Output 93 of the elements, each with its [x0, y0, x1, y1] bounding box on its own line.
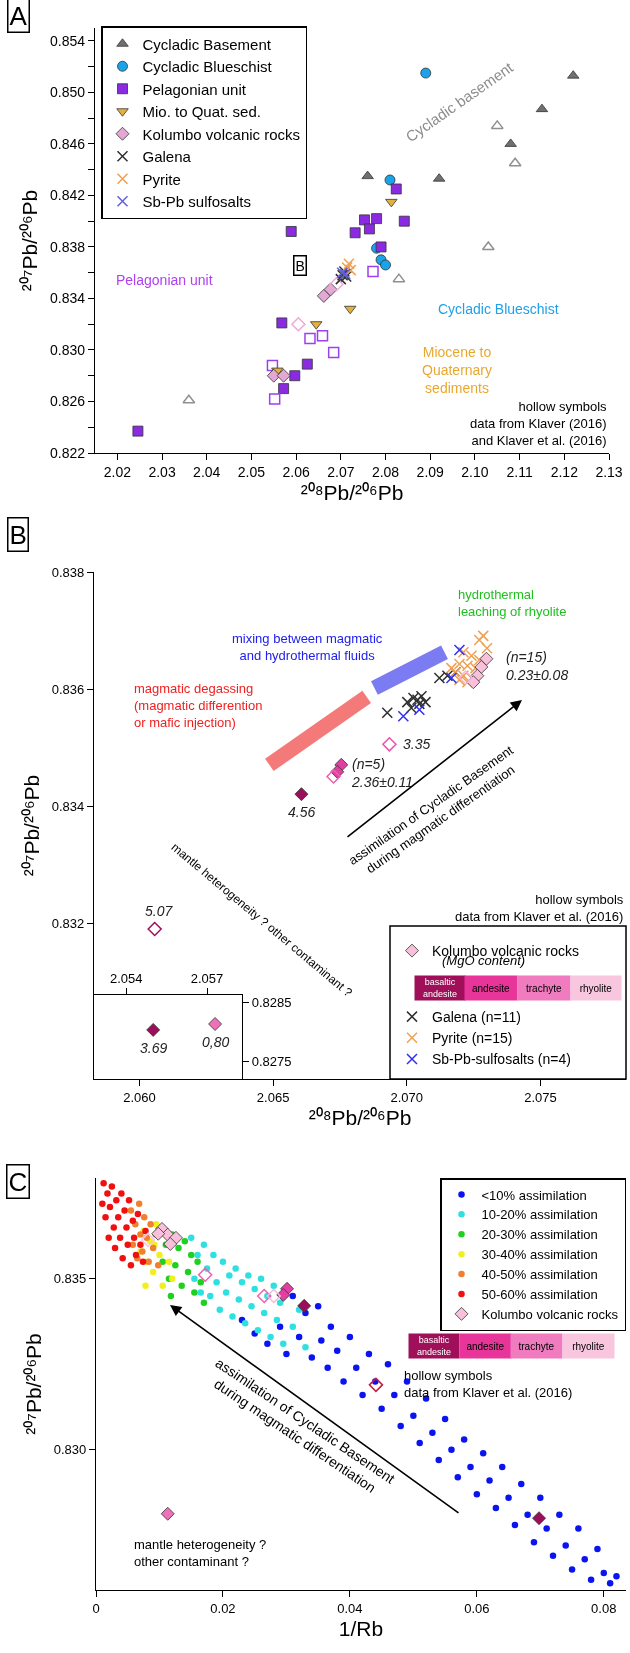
- annotation: 4.56: [288, 804, 316, 820]
- annotation: hollow symbols data from Klaver et al. (2016): [455, 892, 624, 924]
- x-tick-label: 0.06: [464, 1600, 490, 1616]
- y-axis-title: ²⁰⁷Pb/²⁰⁶Pb: [18, 189, 42, 292]
- y-tick-label: 0.850: [50, 84, 86, 101]
- annotation: Pelagonian unit: [116, 272, 213, 288]
- y-tick-label: 0.836: [51, 681, 85, 697]
- text: C: [8, 1166, 28, 1197]
- x-tick-label: 0.02: [210, 1600, 236, 1616]
- x-tick-label: 2.065: [256, 1089, 290, 1105]
- x-tick-label: 2.12: [550, 463, 579, 480]
- legend-label: Mio. to Quat. sed.: [142, 103, 261, 121]
- annotation: basaltic andesite: [416, 1335, 452, 1357]
- annotation: 0,80: [202, 1034, 230, 1050]
- annotation: (n=15) 0.23±0.08: [506, 649, 569, 684]
- x-tick-label: 2.057: [190, 970, 224, 986]
- y-tick-label: 0.854: [50, 32, 86, 49]
- x-tick-label: 2.075: [524, 1089, 557, 1105]
- y-tick-label: 0.8275: [251, 1053, 292, 1069]
- annotation: andesite: [471, 982, 511, 994]
- y-tick-label: 0.834: [51, 799, 85, 814]
- y-tick-label: 0.830: [50, 341, 86, 358]
- y-axis-title: ²⁰⁷Pb/²⁰⁶Pb: [21, 1333, 45, 1435]
- annotation: hollow symbols data from Klaver et al. (2016): [404, 1368, 573, 1400]
- annotation: andesite: [466, 1340, 505, 1352]
- legend-label: Kolumbo volcanic rocks: [142, 125, 301, 143]
- x-tick-label: 2.060: [123, 1089, 156, 1105]
- y-tick-label: 0.842: [50, 187, 86, 204]
- annotation: (n=5) 2.36±0.11: [351, 756, 414, 791]
- x-tick-label: 2.02: [103, 463, 132, 480]
- annotation: trachyte: [518, 1340, 555, 1352]
- annotation: 3.35: [403, 736, 431, 752]
- legend-label: Pelagonian unit: [142, 80, 247, 98]
- y-tick-label: 0.832: [51, 916, 85, 932]
- x-tick-label: 2.09: [416, 463, 445, 480]
- annotation: trachyte: [526, 982, 562, 994]
- annotation: basaltic andesite: [422, 977, 458, 999]
- legend-label: <10% assimilation: [481, 1187, 587, 1203]
- x-tick-label: 2.05: [237, 463, 266, 480]
- text: A: [9, 0, 28, 31]
- x-tick-label: 2.03: [148, 463, 176, 480]
- legend-label: Cycladic Basement: [142, 35, 272, 53]
- annotation: Miocene to Quaternary sediments: [422, 344, 493, 397]
- annotation: 5.07: [145, 903, 174, 919]
- annotation: mantle heterogeneity ? other contaminant ?: [134, 1537, 267, 1569]
- legend-label: Sb-Pb sulfosalts: [142, 193, 251, 211]
- legend-label: 10-20% assimilation: [481, 1207, 598, 1223]
- legend-label: Galena: [142, 148, 192, 166]
- x-tick-label: 2.06: [282, 463, 310, 480]
- x-tick-label: 2.070: [390, 1089, 424, 1105]
- annotation: rhyolite: [572, 1340, 605, 1352]
- annotation: rhyolite: [579, 982, 613, 994]
- x-tick-label: 2.07: [327, 463, 355, 480]
- x-tick-label: 2.054: [110, 970, 143, 986]
- y-tick-label: 0.834: [50, 290, 86, 307]
- x-tick-label: 2.04: [193, 463, 221, 480]
- x-tick-label: 0.08: [591, 1600, 617, 1616]
- y-tick-label: 0.826: [50, 393, 86, 410]
- x-tick-label: 0: [92, 1600, 100, 1616]
- y-tick-label: 0.822: [50, 444, 86, 461]
- annotation: hydrothermal leaching of rhyolite: [458, 587, 567, 619]
- legend-label: 50-60% assimilation: [481, 1287, 598, 1303]
- y-tick-label: 0.846: [50, 135, 86, 152]
- legend-label: 40-50% assimilation: [481, 1267, 598, 1283]
- x-tick-label: 2.08: [371, 463, 400, 480]
- x-tick-label: 2.10: [461, 463, 489, 480]
- y-tick-label: 0.838: [50, 238, 86, 255]
- x-tick-label: 2.11: [506, 463, 533, 480]
- legend-label: Galena (n=11): [432, 1009, 521, 1026]
- x-tick-label: 2.13: [595, 463, 623, 480]
- legend-label: Cycladic Blueschist: [142, 58, 273, 76]
- annotation: mixing between magmatic and hydrothermal fluids: [232, 631, 383, 663]
- annotation: 3.69: [140, 1040, 168, 1056]
- annotation: magmatic degassing (magmatic differention or mafic injection): [134, 681, 263, 730]
- legend-label: Pyrite (n=15): [432, 1030, 513, 1047]
- annotation: hollow symbols data from Klaver (2016) and Klaver et al. (2016): [470, 399, 608, 448]
- x-tick-label: 0.04: [337, 1600, 363, 1616]
- annotation: B: [295, 257, 305, 274]
- y-tick-label: 0.838: [51, 564, 85, 580]
- text: B: [9, 519, 27, 550]
- legend-label: Kolumbo volcanic rocks: [481, 1306, 619, 1322]
- x-axis-title: 1/Rb: [338, 1616, 384, 1640]
- legend-label: 20-30% assimilation: [481, 1227, 598, 1243]
- x-axis-title: ²⁰⁸Pb/²⁰⁶Pb: [308, 1105, 412, 1129]
- legend-label: Sb-Pb-sulfosalts (n=4): [432, 1051, 571, 1068]
- legend-label: Pyrite: [142, 170, 181, 188]
- y-tick-label: 0.8285: [251, 994, 292, 1010]
- y-tick-label: 0.835: [53, 1271, 87, 1287]
- y-tick-label: 0.830: [53, 1442, 87, 1458]
- x-axis-title: ²⁰⁸Pb/²⁰⁶Pb: [300, 481, 404, 505]
- y-axis-title: ²⁰⁷Pb/²⁰⁶Pb: [19, 774, 43, 877]
- legend-label: 30-40% assimilation: [481, 1247, 598, 1263]
- annotation: Cycladic Blueschist: [438, 301, 559, 317]
